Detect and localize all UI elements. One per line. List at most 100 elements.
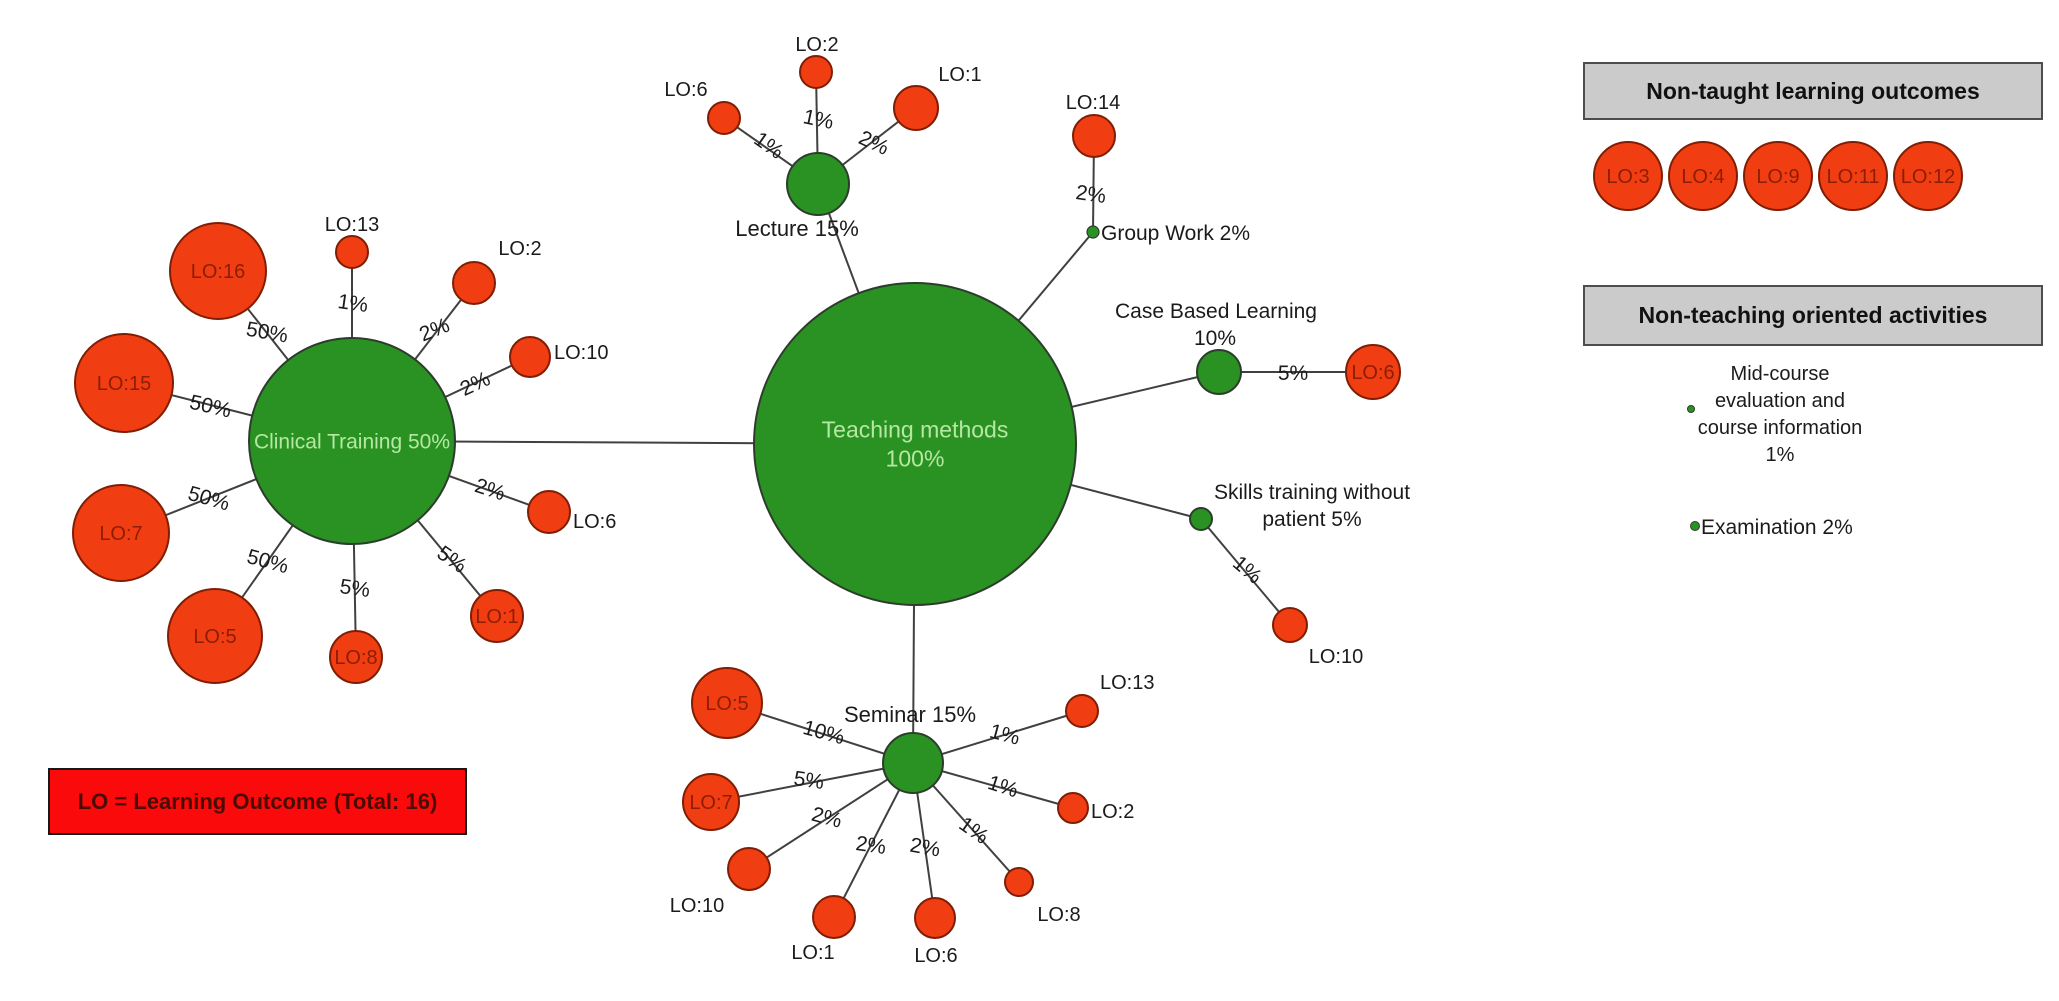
edge-percent-label: 5% <box>338 575 371 602</box>
node-label-teaching-methods: Teaching methods <box>822 417 1009 443</box>
node-clinical-training <box>248 337 456 545</box>
node-seminar-lo8 <box>1004 867 1034 897</box>
node-label-lecture-lo1: LO:1 <box>938 64 981 86</box>
node-seminar-lo5 <box>691 667 763 739</box>
node-label-clinical-lo8: LO:8 <box>334 647 377 669</box>
node-case-based-learning <box>1196 349 1242 395</box>
node-seminar-lo6 <box>914 897 956 939</box>
node-seminar-lo1 <box>812 895 856 939</box>
node-lecture <box>786 152 850 216</box>
node-label-non-taught-lo3: LO:3 <box>1606 166 1649 188</box>
edge-percent-label: 50% <box>187 391 233 423</box>
node-seminar-lo10 <box>727 847 771 891</box>
non-teaching-title: Non-teaching oriented activities <box>1638 302 1988 328</box>
edge-line <box>1200 518 1291 626</box>
mid-course-label: Mid-course evaluation and course informa… <box>1680 361 1880 469</box>
edge-percent-label: 50% <box>244 545 291 578</box>
node-label-clinical-lo5: LO:5 <box>193 626 236 648</box>
node-label-seminar-lo6: LO:6 <box>914 945 957 967</box>
node-seminar-lo7 <box>682 773 740 831</box>
node-non-taught-lo11 <box>1818 141 1888 211</box>
learning-outcome-key-box: LO = Learning Outcome (Total: 16) <box>48 768 467 835</box>
node-label-skills-training: patient 5% <box>1262 508 1361 531</box>
mid-course-line: 1% <box>1765 444 1795 466</box>
edge-percent-label: 1% <box>801 105 835 134</box>
node-clinical-lo10 <box>509 336 551 378</box>
node-skills-training <box>1189 507 1213 531</box>
node-group-work <box>1086 225 1100 239</box>
node-groupwork-lo14 <box>1072 114 1116 158</box>
node-clinical-lo8 <box>329 630 383 684</box>
edge-percent-label: 1% <box>955 813 993 849</box>
node-label-groupwork-lo14: LO:14 <box>1066 92 1120 114</box>
node-label-lecture-lo6: LO:6 <box>664 79 707 101</box>
node-seminar-lo13 <box>1065 694 1099 728</box>
edge-percent-label: 50% <box>185 482 232 516</box>
node-label-seminar-lo2: LO:2 <box>1091 801 1134 823</box>
node-clinical-lo6 <box>527 490 571 534</box>
edge-percent-label: 1% <box>987 720 1022 750</box>
node-label-clinical-lo13: LO:13 <box>325 214 379 236</box>
node-label-seminar: Seminar 15% <box>844 702 976 727</box>
examination-dot-icon <box>1690 521 1700 531</box>
node-clinical-lo13 <box>335 235 369 269</box>
node-label-clinical-lo15: LO:15 <box>97 373 151 395</box>
non-taught-header-box: Non-taught learning outcomes <box>1583 62 2043 120</box>
node-lecture-lo2 <box>799 55 833 89</box>
edge-percent-label: 1% <box>985 771 1021 802</box>
node-label-clinical-lo16: LO:16 <box>191 261 245 283</box>
node-label-seminar-lo5: LO:5 <box>705 693 748 715</box>
mid-course-line: Mid-course <box>1730 363 1830 385</box>
node-skills-lo10 <box>1272 607 1308 643</box>
node-lecture-lo1 <box>893 85 939 131</box>
node-label-clinical-lo7: LO:7 <box>99 523 142 545</box>
examination-label: Examination 2% <box>1701 516 1853 539</box>
node-label-seminar-lo10: LO:10 <box>670 895 724 917</box>
node-lecture-lo6 <box>707 101 741 135</box>
node-label-casebased-lo6: LO:6 <box>1351 362 1394 384</box>
node-non-taught-lo12 <box>1893 141 1963 211</box>
edge-percent-label: 2% <box>472 474 508 505</box>
edge-percent-label: 50% <box>244 318 289 348</box>
node-label-clinical-lo10: LO:10 <box>554 342 608 364</box>
edge-percent-label: 5% <box>433 542 471 578</box>
non-teaching-header-box: Non-teaching oriented activities <box>1583 285 2043 346</box>
node-non-taught-lo3 <box>1593 141 1663 211</box>
mid-course-dot-icon <box>1687 405 1695 413</box>
node-label-group-work: Group Work 2% <box>1101 222 1250 245</box>
node-seminar-lo2 <box>1057 792 1089 824</box>
mid-course-line: course information <box>1697 417 1863 439</box>
node-label-clinical-lo2: LO:2 <box>498 238 541 260</box>
node-label-non-taught-lo12: LO:12 <box>1901 166 1955 188</box>
node-label-clinical-training: Clinical Training 50% <box>254 430 450 453</box>
node-label-seminar-lo1: LO:1 <box>791 942 834 964</box>
edge-percent-label: 10% <box>800 716 847 749</box>
edge-line <box>748 762 914 870</box>
edge-line <box>710 762 914 803</box>
edge-percent-label: 1% <box>336 290 369 317</box>
node-non-taught-lo4 <box>1668 141 1738 211</box>
node-casebased-lo6 <box>1345 344 1401 400</box>
node-label-teaching-methods: 100% <box>886 446 945 472</box>
edge-percent-label: 5% <box>1278 362 1308 385</box>
edge-percent-label: 2% <box>809 803 844 833</box>
edge-percent-label: 2% <box>1074 181 1107 208</box>
node-clinical-lo5 <box>167 588 263 684</box>
edge-percent-label: 2% <box>908 834 942 862</box>
node-label-seminar-lo13: LO:13 <box>1100 672 1154 694</box>
node-label-case-based-learning: Case Based Learning <box>1115 300 1317 323</box>
node-clinical-lo1 <box>470 589 524 643</box>
node-clinical-lo2 <box>452 261 496 305</box>
mid-course-line: evaluation and <box>1714 390 1846 412</box>
node-label-lecture-lo2: LO:2 <box>795 34 838 56</box>
node-label-skills-training: Skills training without <box>1214 481 1410 504</box>
learning-outcome-key-text: LO = Learning Outcome (Total: 16) <box>77 788 438 814</box>
non-taught-title: Non-taught learning outcomes <box>1646 77 1980 104</box>
edge-percent-label: 2% <box>457 367 494 401</box>
node-clinical-lo16 <box>169 222 267 320</box>
edge-percent-label: 2% <box>854 832 887 859</box>
node-label-non-taught-lo11: LO:11 <box>1827 166 1880 188</box>
edge-percent-label: 5% <box>792 767 825 794</box>
